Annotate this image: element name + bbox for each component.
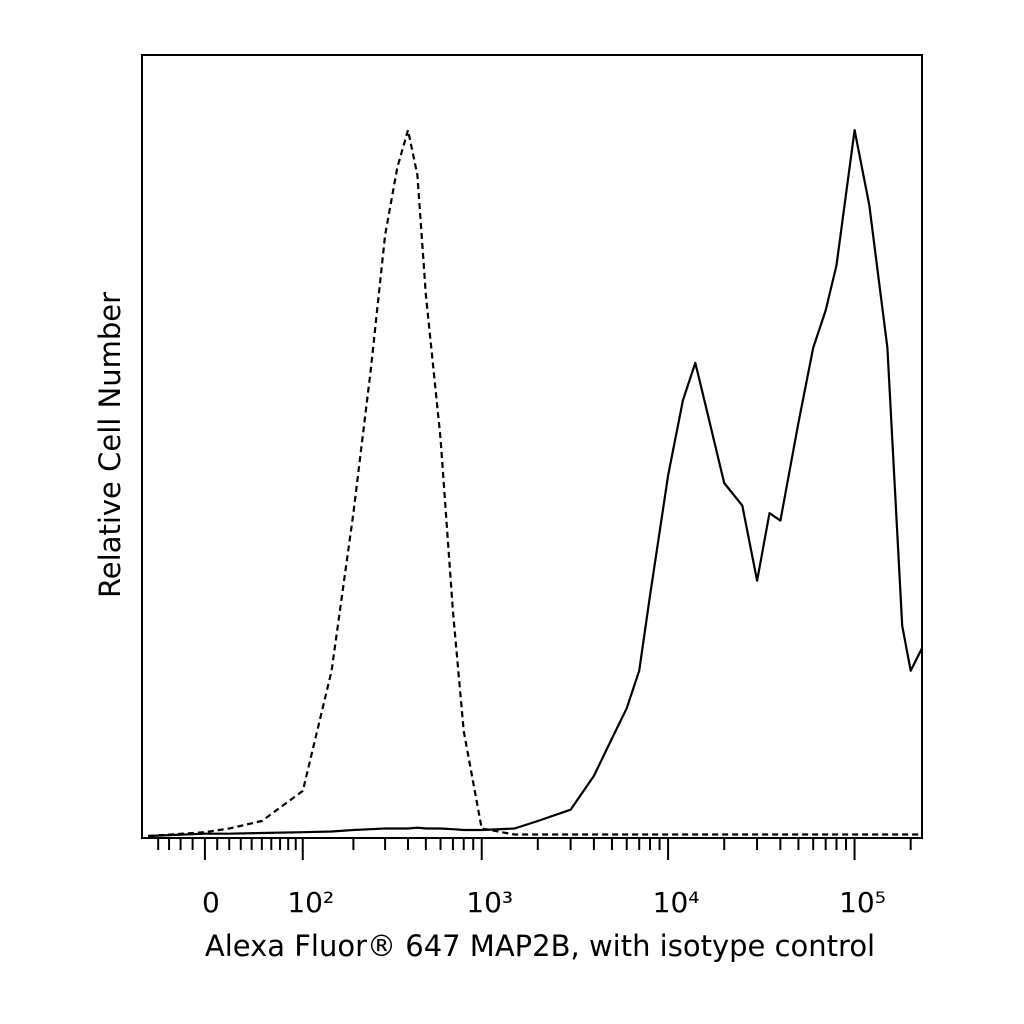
x-axis-label: Alexa Fluor® 647 MAP2B, with isotype con… [205,929,875,963]
x-tick-label: 0 [202,886,220,919]
x-tick-label: 10⁵ [839,886,886,919]
x-tick-label: 10³ [466,886,513,919]
x-tick-label: 10⁴ [653,886,700,919]
plot-frame [141,54,923,839]
histogram-line [147,129,922,838]
histogram-line [147,129,923,838]
y-axis-label: Relative Cell Number [93,292,127,598]
x-tick-label: 10² [287,886,334,919]
